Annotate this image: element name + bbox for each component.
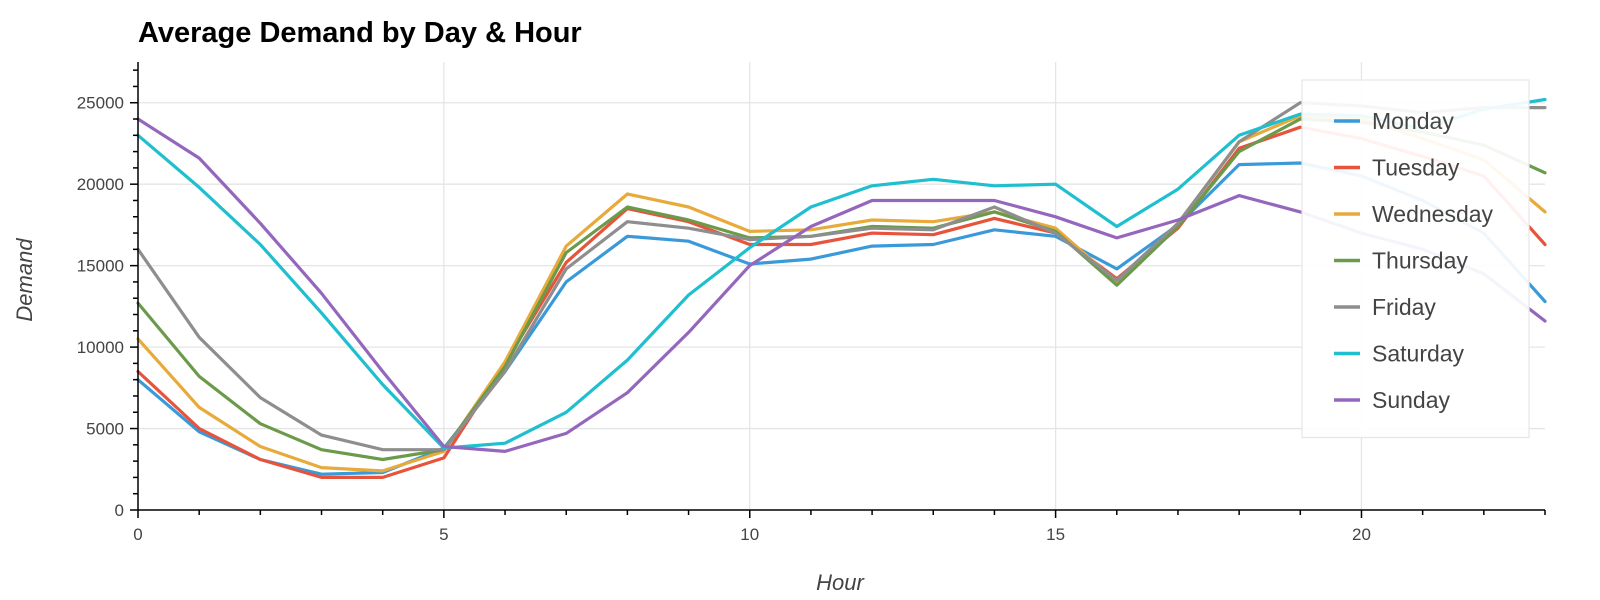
legend-label: Monday [1372,108,1454,134]
y-tick-label: 10000 [77,338,124,357]
x-axis-label: Hour [816,570,865,595]
x-tick-label: 20 [1352,525,1371,544]
y-tick-label: 20000 [77,175,124,194]
x-tick-label: 10 [740,525,759,544]
legend-label: Tuesday [1372,155,1460,181]
legend-label: Sunday [1372,387,1451,413]
legend-label: Thursday [1372,248,1468,274]
y-tick-label: 15000 [77,257,124,276]
y-axis-label: Demand [12,238,37,322]
x-tick-label: 15 [1046,525,1065,544]
x-tick-label: 0 [133,525,142,544]
y-tick-label: 0 [115,501,124,520]
legend-label: Wednesday [1372,201,1494,227]
legend-label: Saturday [1372,341,1465,367]
legend-label: Friday [1372,294,1436,320]
x-tick-label: 5 [439,525,448,544]
y-tick-label: 5000 [86,420,124,439]
legend: Monday Tuesday Wednesday Thursday Friday Satu… [1301,79,1530,439]
y-tick-label: 25000 [77,94,124,113]
chart-title: Average Demand by Day & Hour [138,17,582,49]
axes: 0 5 10 15 20 0 5000 10000 15000 20000 25000 [77,62,1546,544]
